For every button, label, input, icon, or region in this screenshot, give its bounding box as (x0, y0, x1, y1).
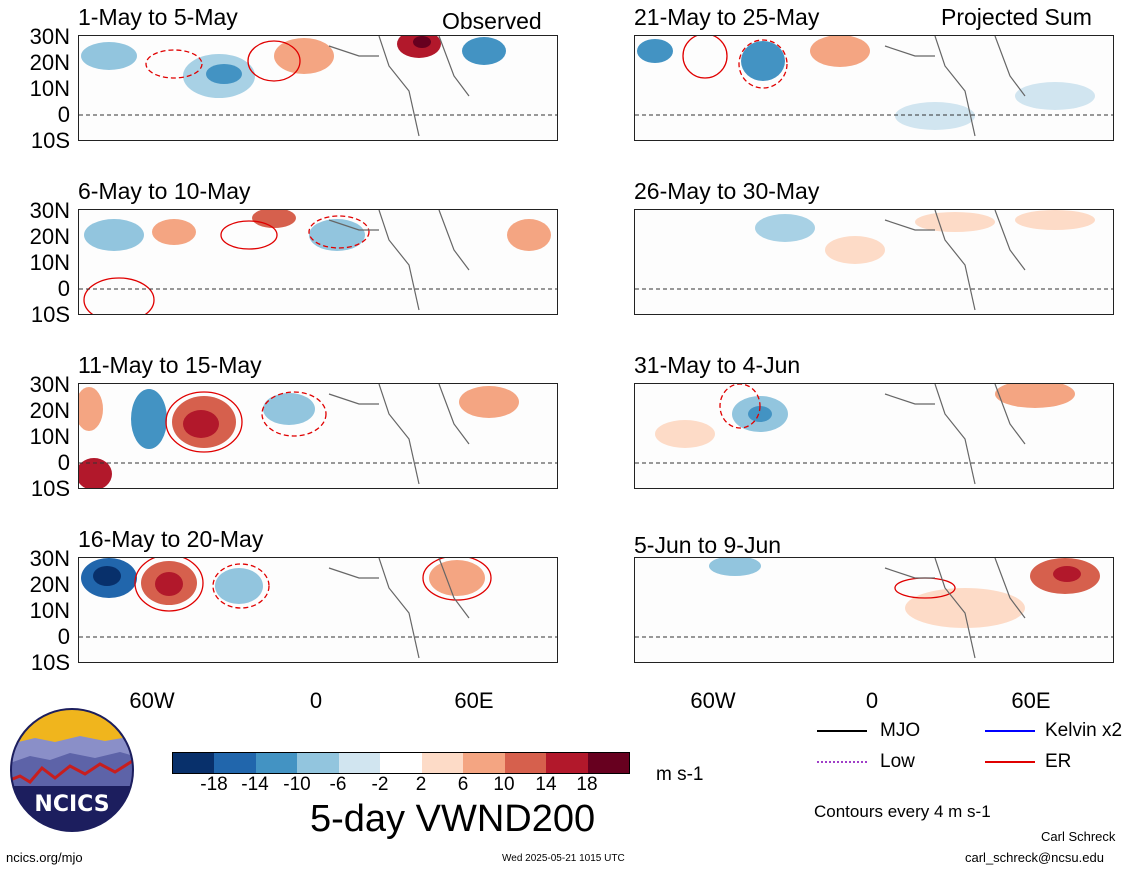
y-tick-label: 20N (29, 224, 70, 249)
map-panel-1 (78, 35, 558, 141)
y-tick-label: 10S (30, 650, 70, 675)
y-tick-label: 10S (30, 302, 70, 327)
colorbar-swatch (214, 753, 256, 773)
author-name: Carl Schreck (1041, 829, 1116, 844)
y-tick-label: 20N (29, 50, 70, 75)
legend-line-low (817, 761, 867, 763)
legend-line-er (985, 761, 1035, 763)
x-tick-label: 60W (690, 688, 736, 713)
colorbar-swatch (421, 753, 464, 773)
colorbar-swatch (173, 753, 215, 773)
y-tick-label: 10N (29, 250, 70, 275)
map-panel-7 (634, 383, 1114, 489)
x-tick-label: 60W (129, 688, 175, 713)
map-panel-5 (634, 35, 1114, 141)
colorbar-label: 18 (576, 774, 598, 795)
map-panel-6 (634, 209, 1114, 315)
y-tick-label: 30N (29, 198, 70, 223)
colorbar-swatch (297, 753, 339, 773)
legend-label: ER (1045, 751, 1072, 772)
map-panel-2 (78, 209, 558, 315)
x-tick-label: 60E (1011, 688, 1051, 713)
panel-title: 21-May to 25-May (634, 4, 820, 30)
panel-title: 1-May to 5-May (78, 4, 238, 30)
projected-title: Projected Sum (941, 4, 1092, 30)
y-tick-label: 20N (29, 398, 70, 423)
colorbar-swatch (255, 753, 298, 773)
colorbar-label: -10 (283, 774, 311, 795)
colorbar-swatch (463, 753, 505, 773)
y-tick-label: 30N (29, 546, 70, 571)
logo-text: NCICS (34, 792, 110, 817)
colorbar-label: 10 (493, 774, 515, 795)
map-panel-4 (78, 557, 558, 663)
main-title: 5-day VWND200 (310, 798, 596, 840)
y-tick-label: 10N (29, 76, 70, 101)
y-tick-label: 0 (57, 276, 70, 301)
panel-title: 31-May to 4-Jun (634, 352, 801, 378)
legend-line-kelvin (985, 730, 1035, 732)
y-tick-label: 0 (57, 624, 70, 649)
colorbar-label: 2 (415, 774, 427, 795)
y-tick-label: 10N (29, 598, 70, 623)
author-email[interactable]: carl_schreck@ncsu.edu (965, 850, 1104, 865)
y-tick-label: 10S (30, 128, 70, 153)
panel-title: 5-Jun to 9-Jun (634, 532, 782, 558)
colorbar (172, 752, 630, 774)
y-tick-label: 0 (57, 102, 70, 127)
colorbar-label: 6 (457, 774, 469, 795)
ncics-logo: NCICS (10, 708, 134, 832)
colorbar-swatch (587, 753, 629, 773)
colorbar-label: -18 (200, 774, 228, 795)
panel-title: 26-May to 30-May (634, 178, 820, 204)
colorbar-label: 14 (535, 774, 557, 795)
x-tick-label: 0 (309, 688, 323, 713)
colorbar-label: -6 (329, 774, 347, 795)
legend-label: MJO (880, 720, 921, 741)
colorbar-units: m s-1 (656, 764, 704, 785)
map-panel-8 (634, 557, 1114, 663)
legend-line-mjo (817, 730, 867, 732)
colorbar-swatch (380, 753, 422, 773)
site-link[interactable]: ncics.org/mjo (6, 850, 83, 865)
colorbar-label: -14 (241, 774, 269, 795)
x-tick-label: 60E (454, 688, 494, 713)
y-tick-label: 30N (29, 372, 70, 397)
y-tick-label: 0 (57, 450, 70, 475)
colorbar-label: -2 (371, 774, 389, 795)
timestamp: Wed 2025-05-21 1015 UTC (502, 853, 625, 864)
y-tick-label: 30N (29, 24, 70, 49)
y-tick-label: 10S (30, 476, 70, 501)
legend-label: Low (880, 751, 915, 772)
x-tick-label: 0 (865, 688, 879, 713)
contour-note: Contours every 4 m s-1 (814, 802, 991, 821)
y-tick-label: 10N (29, 424, 70, 449)
panel-title: 11-May to 15-May (78, 352, 262, 378)
panel-title: 16-May to 20-May (78, 526, 264, 552)
legend-label: Kelvin x2 (1045, 720, 1123, 741)
panel-title: 6-May to 10-May (78, 178, 251, 204)
observed-title: Observed (442, 8, 542, 34)
colorbar-swatch (546, 753, 588, 773)
y-tick-label: 20N (29, 572, 70, 597)
colorbar-swatch (338, 753, 381, 773)
colorbar-swatch (504, 753, 547, 773)
map-panel-3 (78, 383, 558, 489)
